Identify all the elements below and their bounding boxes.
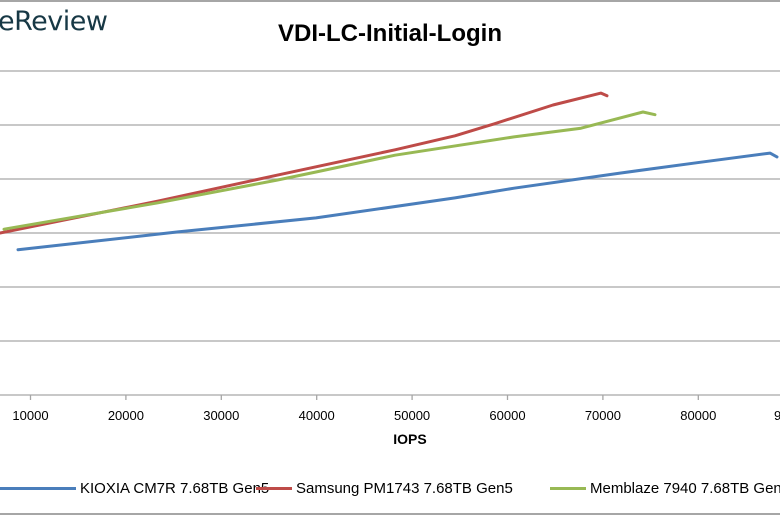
legend-item-memblaze: Memblaze 7940 7.68TB Gen5: [550, 480, 780, 497]
x-tick-label: 9: [774, 408, 780, 423]
gridlines: [0, 70, 780, 396]
x-tick-label: 80000: [680, 408, 716, 423]
series-line-0: [16, 151, 779, 252]
legend-item-kioxia: KIOXIA CM7R 7.68TB Gen5: [0, 480, 269, 497]
x-tick-label: 50000: [394, 408, 430, 423]
series-lines: [0, 91, 779, 252]
x-tick-label: 20000: [108, 408, 144, 423]
legend-label: Memblaze 7940 7.68TB Gen5: [590, 480, 780, 497]
x-tick-label: 10000: [12, 408, 48, 423]
series-line-1: [0, 91, 609, 235]
x-axis-label: IOPS: [393, 431, 427, 447]
chart-title: VDI-LC-Initial-Login: [278, 20, 502, 47]
legend-label: Samsung PM1743 7.68TB Gen5: [296, 480, 513, 497]
x-tick-label: 40000: [299, 408, 335, 423]
legend: KIOXIA CM7R 7.68TB Gen5 Samsung PM1743 7…: [0, 480, 780, 502]
legend-swatch-memblaze: [550, 487, 586, 490]
x-tick-label: 60000: [489, 408, 525, 423]
legend-label: KIOXIA CM7R 7.68TB Gen5: [80, 480, 270, 497]
frame-top-border: [0, 0, 780, 2]
x-ticks: 10000 20000 30000 40000 50000 60000 70000 80000…: [12, 395, 780, 423]
x-tick-label: 30000: [203, 408, 239, 423]
x-tick-label: 70000: [585, 408, 621, 423]
legend-swatch-samsung: [256, 487, 292, 490]
legend-item-samsung: Samsung PM1743 7.68TB Gen5: [256, 480, 513, 497]
logo: eReview: [0, 6, 108, 37]
frame-bottom-border: [0, 513, 780, 515]
series-line-2: [2, 110, 657, 231]
legend-swatch-kioxia: [0, 487, 76, 490]
plot-area: 10000 20000 30000 40000 50000 60000 70000 80000…: [0, 70, 780, 423]
